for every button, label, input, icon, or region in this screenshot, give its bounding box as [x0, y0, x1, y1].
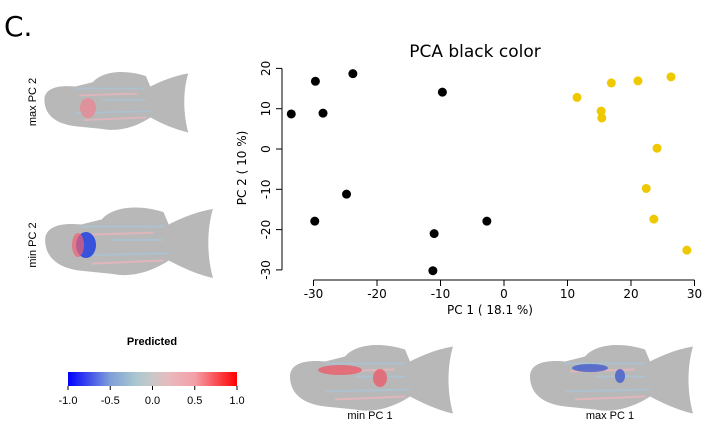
- y-tick-label: -10: [259, 179, 273, 199]
- fish-image: [44, 206, 215, 280]
- point: [428, 266, 438, 276]
- y-tick-label: -20: [259, 220, 273, 240]
- y-tick-label: 10: [259, 101, 273, 116]
- colorbar-tick-label: 1.0: [229, 395, 244, 407]
- y-axis-label: PC 2 ( 10 %): [235, 131, 249, 206]
- point: [348, 69, 358, 79]
- colorbar-title: Predicted: [127, 336, 177, 348]
- y-tick-label: 20: [259, 61, 273, 76]
- point: [666, 72, 676, 82]
- chart-title: PCA black color: [409, 42, 541, 62]
- x-tick-label: -30: [304, 287, 324, 301]
- colorbar: [68, 372, 237, 386]
- y-tick-label: 0: [259, 145, 273, 153]
- point: [649, 214, 659, 224]
- point: [596, 106, 606, 116]
- x-tick-label: 30: [687, 287, 702, 301]
- x-tick-label: 0: [500, 287, 508, 301]
- fish-spot: [373, 369, 387, 387]
- colorbar-tick-label: -1.0: [59, 395, 78, 407]
- point: [429, 229, 439, 239]
- plot: -30 -20 -10 0 10 20 30 -30 -20 -10 0 10 20: [259, 61, 702, 301]
- point: [310, 216, 320, 226]
- x-tick-label: 20: [623, 287, 638, 301]
- fish-spot: [318, 365, 362, 375]
- fish-spot: [615, 369, 625, 383]
- colorbar-tick-label: 0.0: [145, 395, 160, 407]
- point: [606, 78, 616, 88]
- point: [633, 76, 643, 86]
- point: [437, 87, 447, 97]
- fish-image: [43, 70, 190, 134]
- image-label: max PC 1: [586, 410, 634, 422]
- image-label: min PC 1: [347, 410, 392, 422]
- point: [482, 216, 492, 226]
- point: [641, 183, 651, 193]
- x-axis-label: PC 1 ( 18.1 %): [447, 303, 533, 317]
- y-tick-label: -30: [259, 260, 273, 280]
- point: [286, 109, 296, 119]
- colorbar-tick-label: -0.5: [101, 395, 120, 407]
- fish-spot: [72, 233, 84, 257]
- fish-image: [288, 343, 455, 415]
- colorbar-tick-label: 0.5: [187, 395, 202, 407]
- panel-label: C.: [4, 10, 32, 43]
- fish-spot: [572, 364, 608, 372]
- x-tick-label: 10: [560, 287, 575, 301]
- point: [652, 143, 662, 153]
- x-tick-label: -20: [367, 287, 387, 301]
- fish-image: [528, 343, 695, 415]
- image-label: min PC 2: [27, 222, 39, 267]
- point: [682, 245, 692, 255]
- point: [342, 189, 352, 199]
- x-tick-label: -10: [431, 287, 451, 301]
- fish-spot: [80, 98, 96, 118]
- point: [310, 76, 320, 86]
- point: [597, 113, 607, 123]
- image-label: max PC 2: [27, 78, 39, 126]
- point: [318, 108, 328, 118]
- point: [572, 92, 582, 102]
- colorbar-ticks: -1.0 -0.5 0.0 0.5 1.0: [59, 386, 245, 407]
